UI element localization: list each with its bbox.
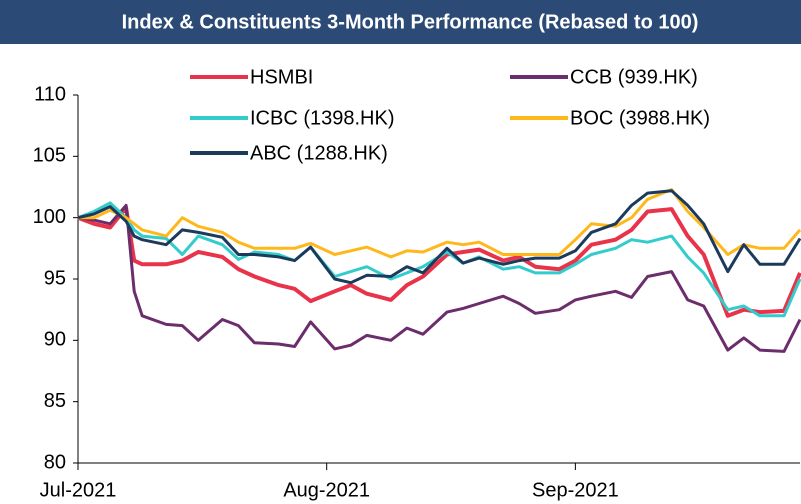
series-line — [77, 205, 801, 318]
y-tick-label: 95 — [44, 267, 66, 289]
title-bar — [0, 0, 801, 44]
legend-label: ICBC (1398.HK) — [250, 107, 395, 129]
y-tick-label: 110 — [34, 83, 66, 105]
legend-label: CCB (939.HK) — [570, 66, 698, 88]
legend-label: ABC (1288.HK) — [250, 142, 388, 164]
legend-label: HSMBI — [250, 66, 313, 88]
x-tick-label: Sep-2021 — [532, 479, 619, 501]
x-tick-label: Jul-2021 — [40, 479, 117, 501]
y-tick-label: 80 — [44, 451, 66, 473]
series-line — [77, 203, 801, 353]
series-line — [77, 201, 801, 318]
series-line — [78, 188, 801, 259]
legend-label: BOC (3988.HK) — [570, 107, 710, 129]
y-tick-label: 90 — [44, 329, 66, 351]
y-tick-label: 105 — [33, 145, 66, 167]
y-tick-label: 100 — [33, 206, 66, 228]
series-line — [77, 189, 801, 285]
chart-title: Index & Constituents 3-Month Performance… — [122, 11, 699, 33]
x-tick-label: Aug-2021 — [283, 479, 370, 501]
y-tick-label: 85 — [44, 390, 66, 412]
